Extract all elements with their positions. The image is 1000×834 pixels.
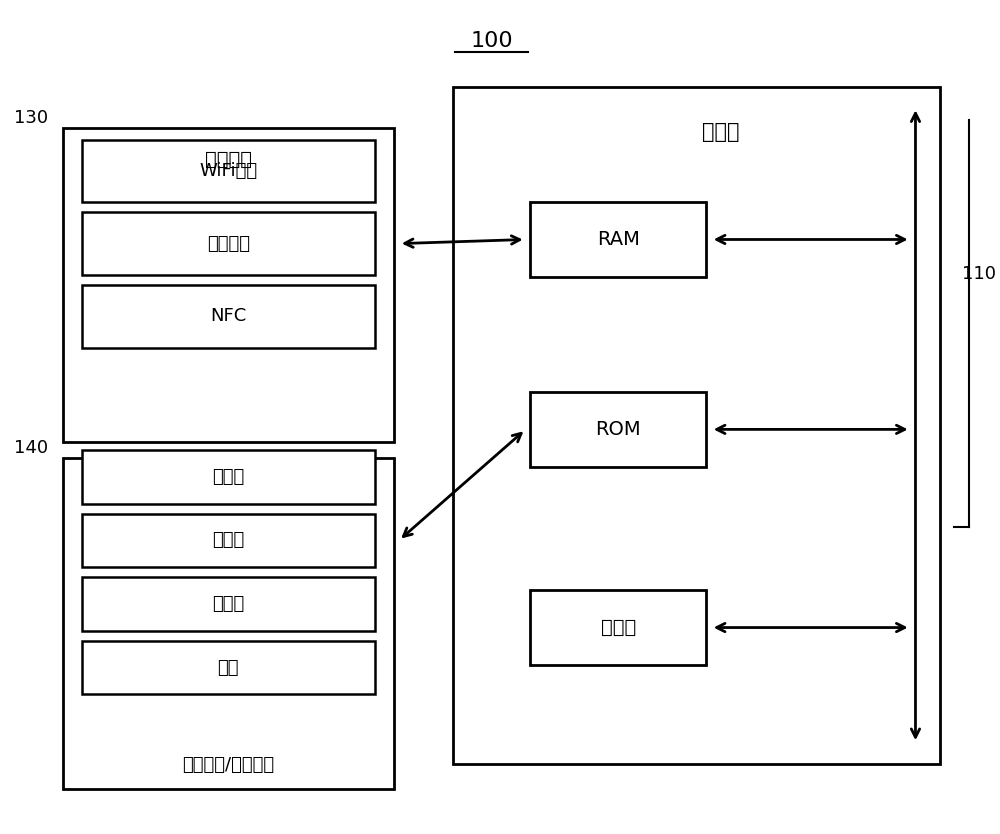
Bar bbox=[82, 285, 375, 348]
Text: 控制器: 控制器 bbox=[702, 122, 739, 142]
Text: 110: 110 bbox=[962, 264, 996, 283]
Text: RAM: RAM bbox=[597, 230, 640, 249]
Bar bbox=[82, 641, 375, 695]
Bar bbox=[82, 514, 375, 567]
Text: ROM: ROM bbox=[595, 420, 641, 439]
Text: 麦克风: 麦克风 bbox=[212, 468, 244, 486]
Bar bbox=[530, 590, 706, 665]
Bar bbox=[63, 459, 394, 789]
Text: 100: 100 bbox=[470, 32, 513, 52]
Text: WiFi芯片: WiFi芯片 bbox=[199, 162, 257, 180]
Bar bbox=[82, 212, 375, 275]
Text: 用户输入/输出接口: 用户输入/输出接口 bbox=[182, 756, 274, 775]
Text: 传感器: 传感器 bbox=[212, 595, 244, 613]
Text: NFC: NFC bbox=[210, 307, 246, 325]
Bar bbox=[82, 450, 375, 504]
Bar bbox=[82, 139, 375, 203]
Bar bbox=[82, 577, 375, 631]
Text: 蓝牙模块: 蓝牙模块 bbox=[207, 234, 250, 253]
Text: 130: 130 bbox=[14, 109, 49, 127]
Bar bbox=[530, 392, 706, 466]
Bar bbox=[530, 203, 706, 277]
Bar bbox=[63, 128, 394, 442]
Text: 处理器: 处理器 bbox=[601, 618, 636, 637]
Text: 触摸板: 触摸板 bbox=[212, 531, 244, 550]
Bar bbox=[453, 87, 940, 764]
Text: 按键: 按键 bbox=[218, 659, 239, 676]
Text: 通信接口: 通信接口 bbox=[205, 150, 252, 169]
Text: 140: 140 bbox=[14, 440, 49, 457]
